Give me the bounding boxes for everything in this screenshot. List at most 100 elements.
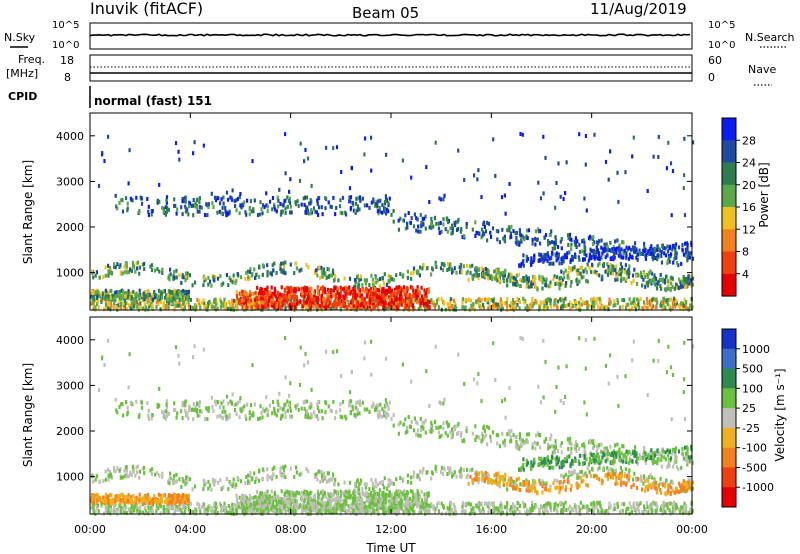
echo-point: [303, 202, 306, 207]
echo-point: [266, 505, 269, 510]
echo-point: [448, 303, 451, 307]
echo-point: [196, 501, 199, 506]
echo-point: [497, 508, 501, 513]
echo-point: [343, 493, 346, 498]
echo-point: [543, 303, 546, 308]
echo-point: [619, 272, 623, 277]
echo-point: [303, 159, 306, 164]
echo-point: [344, 510, 347, 515]
echo-point: [685, 276, 688, 281]
echo-point: [274, 505, 277, 510]
echo-point: [514, 240, 517, 245]
echo-point: [125, 261, 128, 266]
echo-point: [487, 501, 490, 506]
echo-point: [605, 242, 608, 247]
echo-point: [492, 503, 495, 507]
echo-point: [452, 269, 455, 273]
echo-point: [587, 258, 590, 263]
echo-point: [138, 294, 141, 299]
echo-point: [631, 255, 634, 260]
echo-point: [559, 282, 562, 287]
echo-point: [186, 271, 189, 276]
echo-point: [607, 307, 610, 312]
echo-point: [161, 295, 164, 300]
echo-point: [114, 265, 117, 270]
echo-point: [578, 304, 581, 309]
echo-point: [306, 156, 310, 161]
echo-point: [491, 226, 495, 231]
echo-point: [320, 295, 323, 300]
echo-point: [246, 299, 249, 304]
echo-point: [294, 305, 297, 310]
echo-point: [685, 280, 688, 285]
echo-point: [345, 499, 348, 504]
y-tick-label: 4000: [56, 130, 84, 143]
echo-point: [185, 291, 188, 296]
echo-point: [447, 220, 450, 225]
echo-point: [231, 303, 234, 308]
echo-point: [663, 251, 666, 256]
echo-point: [510, 234, 513, 239]
echo-point: [586, 508, 589, 513]
echo-point: [398, 293, 401, 298]
echo-point: [414, 289, 417, 294]
echo-point: [118, 290, 121, 294]
echo-point: [291, 301, 294, 306]
echo-point: [490, 298, 493, 303]
echo-point: [622, 250, 625, 255]
echo-point: [404, 226, 407, 231]
echo-point: [469, 502, 473, 507]
echo-point: [271, 263, 274, 268]
echo-point: [158, 182, 161, 187]
echo-point: [375, 199, 378, 204]
echo-point: [673, 296, 676, 301]
y-tick-label: 2000: [56, 221, 84, 234]
echo-point: [314, 295, 317, 300]
echo-point: [376, 492, 379, 496]
echo-point: [376, 202, 379, 207]
echo-point: [221, 301, 224, 306]
echo-point: [269, 300, 272, 304]
echo-point: [119, 294, 122, 298]
echo-point: [116, 262, 119, 267]
echo-point: [190, 204, 193, 208]
echo-point: [449, 226, 452, 231]
echo-point: [688, 251, 691, 256]
echo-point: [425, 165, 428, 170]
echo-point: [573, 254, 576, 259]
echo-point: [432, 300, 435, 305]
echo-point: [644, 256, 647, 261]
echo-point: [616, 300, 619, 305]
echo-point: [616, 246, 619, 251]
echo-point: [656, 244, 659, 249]
y-tick-label: 3000: [56, 175, 84, 188]
echo-point: [338, 299, 341, 304]
echo-point: [511, 306, 514, 311]
echo-point: [433, 509, 436, 514]
echo-point: [366, 509, 369, 514]
echo-point: [406, 221, 409, 226]
echo-point: [644, 275, 647, 280]
echo-point: [542, 277, 545, 282]
echo-point: [271, 207, 274, 212]
echo-point: [430, 272, 433, 277]
echo-point: [417, 224, 420, 229]
echo-point: [615, 264, 618, 269]
echo-point: [270, 294, 273, 299]
echo-point: [510, 272, 513, 277]
echo-point: [531, 304, 534, 309]
echo-point: [104, 265, 107, 270]
echo-point: [266, 273, 269, 278]
echo-point: [178, 157, 181, 162]
echo-point: [519, 278, 522, 283]
echo-point: [263, 287, 267, 292]
echo-point: [446, 262, 449, 266]
echo-point: [372, 197, 375, 202]
echo-point: [562, 270, 565, 275]
echo-point: [585, 208, 588, 213]
echo-point: [103, 159, 106, 163]
echo-point: [520, 233, 523, 238]
echo-point: [359, 277, 363, 282]
echo-point: [133, 299, 136, 304]
echo-point: [667, 283, 670, 287]
